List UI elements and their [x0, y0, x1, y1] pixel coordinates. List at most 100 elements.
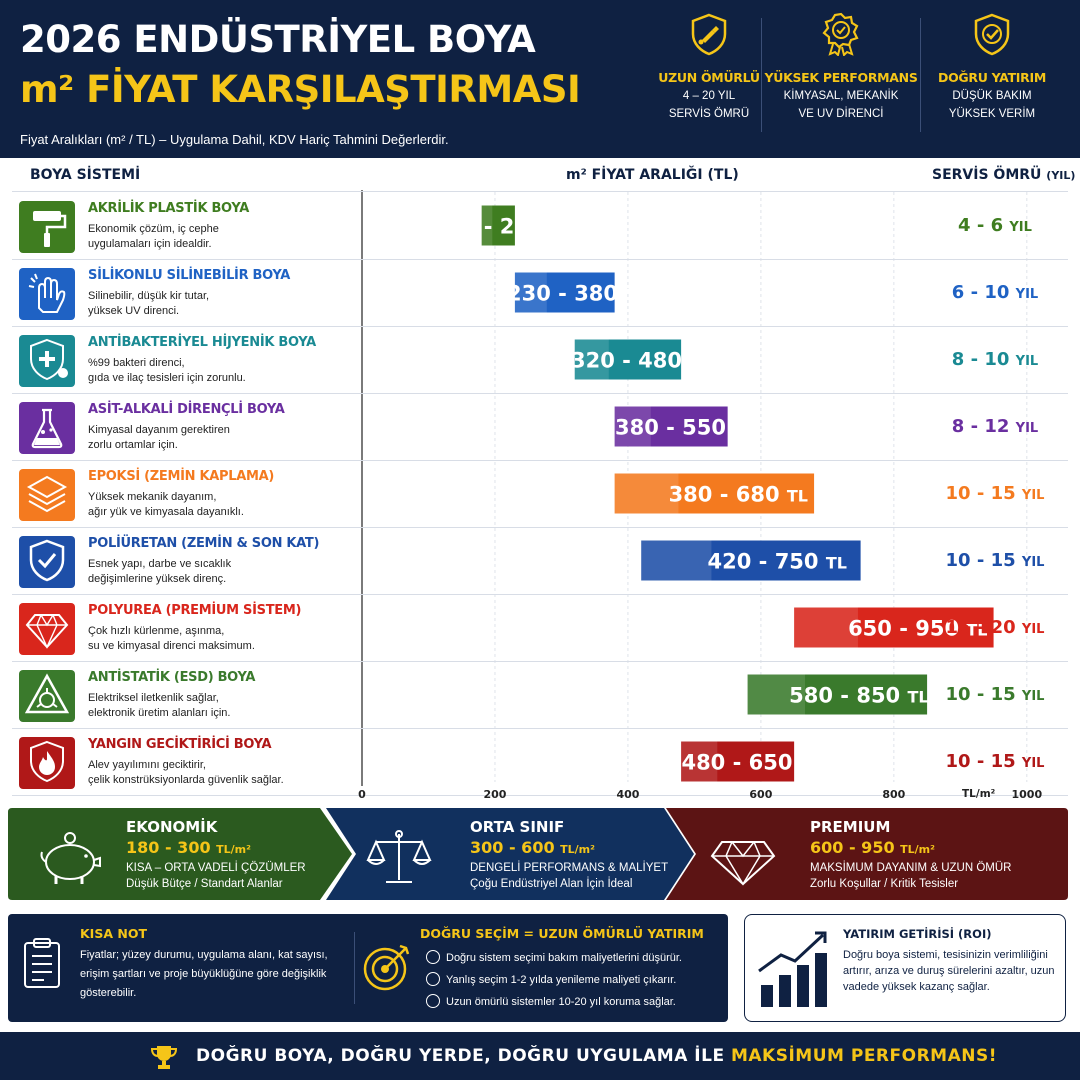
x-tick-label: 1000: [1011, 788, 1043, 801]
tier-name: ORTA SINIF: [470, 818, 565, 836]
wiping-hand-icon: [19, 268, 75, 320]
bar-shade: [681, 741, 718, 782]
service-life-unit: YIL: [1021, 622, 1045, 637]
row-separator: [12, 594, 1068, 595]
tier-name: PREMIUM: [810, 818, 891, 836]
paint-system-row: POLİÜRETAN (ZEMİN & SON KAT) Esnek yapı, …: [0, 528, 1080, 594]
paint-system-description: Silinebilir, düşük kir tutar, yüksek UV d…: [88, 289, 338, 319]
bar-fill: [574, 339, 682, 380]
page-subtitle: Fiyat Aralıkları (m² / TL) – Uygulama Da…: [20, 132, 449, 147]
description-line: Çok hızlı kürlenme, aşınma,: [88, 625, 225, 637]
clipboard-icon: [24, 938, 60, 988]
row-separator: [12, 393, 1068, 394]
service-life: 6 - 10 YIL: [935, 282, 1055, 303]
tier-line1: DENGELİ PERFORMANS & MALİYET: [470, 862, 669, 874]
service-life-value: 10 - 15: [945, 483, 1016, 504]
bar-fill: [614, 406, 728, 447]
shield-check-icon: [19, 536, 75, 588]
column-header-life-unit: (YIL): [1046, 169, 1076, 182]
row-icon-graphic: [25, 614, 69, 649]
tier-price-unit: TL/m²: [560, 843, 595, 856]
bar-label-value: 180 - 230: [433, 215, 551, 239]
shield-brush-icon: [691, 13, 727, 56]
column-header-life: SERVİS ÖMRÜ (YIL): [932, 167, 1075, 183]
price-range-bar: 650 - 950 TL: [794, 607, 994, 648]
choice-bullet: Doğru sistem seçimi bakım maliyetlerini …: [426, 950, 682, 964]
service-life: 8 - 12 YIL: [935, 416, 1055, 437]
bar-shade: [794, 607, 858, 648]
service-life: 10 - 15 YIL: [935, 550, 1055, 571]
bar-label-value: 420 - 750: [708, 550, 826, 574]
shield-check-icon: [974, 13, 1010, 56]
paint-system-name: ASİT-ALKALİ DİRENÇLİ BOYA: [88, 402, 285, 417]
choice-title: DOĞRU SEÇİM = UZUN ÖMÜRLÜ YATIRIM: [420, 926, 704, 941]
row-separator: [12, 795, 1068, 796]
row-separator: [12, 661, 1068, 662]
description-line: değişimlerine yüksek direnç.: [88, 573, 227, 585]
x-tick-label: 600: [749, 788, 773, 801]
paint-system-row: AKRİLİK PLASTİK BOYA Ekonomik çözüm, iç c…: [0, 193, 1080, 259]
award-badge-icon: [822, 12, 859, 56]
row-icon-graphic: [26, 475, 68, 513]
service-life-value: 8 - 12: [951, 416, 1010, 437]
price-range-bar: 230 - 380 TL: [507, 272, 646, 313]
service-life-value: 15 - 20: [945, 617, 1016, 638]
bar-label: 650 - 950 TL: [848, 617, 987, 641]
description-line: elektronik üretim alanları için.: [88, 707, 231, 719]
paint-system-name: EPOKSİ (ZEMİN KAPLAMA): [88, 469, 275, 484]
bar-label: 180 - 230 TL: [433, 215, 572, 239]
service-life-value: 4 - 6: [958, 215, 1004, 236]
description-line: Kimyasal dayanım gerektiren: [88, 424, 230, 436]
description-line: Yüksek mekanik dayanım,: [88, 491, 217, 503]
bar-label-value: 580 - 850: [789, 684, 907, 708]
paint-system-name: POLİÜRETAN (ZEMİN & SON KAT): [88, 536, 320, 551]
paint-system-name: POLYUREA (PREMİUM SİSTEM): [88, 603, 302, 618]
paint-system-row: ANTİSTATİK (ESD) BOYA Elektriksel iletken…: [0, 662, 1080, 728]
short-note-text: Fiyatlar; yüzey durumu, uygulama alanı, …: [80, 949, 328, 999]
row-icon-graphic: [31, 408, 63, 449]
tier-premium: PREMIUM 600 - 950 TL/m² MAKSİMUM DAYANIM…: [666, 808, 1070, 900]
footer-slogan-highlight: MAKSİMUM PERFORMANS!: [730, 1046, 997, 1066]
price-range-bar: 320 - 480 TL: [571, 339, 710, 380]
bar-shade: [481, 205, 493, 246]
price-range-bar: 420 - 750 TL: [641, 540, 861, 581]
x-axis-unit: TL/m²: [962, 788, 996, 800]
bar-fill: [681, 741, 795, 782]
shield-germ-icon: [19, 335, 75, 387]
feature-line: DÜŞÜK BAKIM: [952, 90, 1032, 102]
bar-label-unit: TL: [689, 353, 710, 372]
tier-background: [326, 808, 694, 900]
row-icon-graphic: [30, 338, 68, 381]
paint-system-name: YANGIN GECİKTİRİCİ BOYA: [88, 737, 272, 752]
feature-right-investment: DOĞRU YATIRIM DÜŞÜK BAKIM YÜKSEK VERİM: [914, 12, 1070, 132]
paint-system-description: Alev yayılımını geciktirir, çelik konstrü…: [88, 758, 338, 788]
feature-long-life: UZUN ÖMÜRLÜ 4 – 20 YIL SERVİS ÖMRÜ: [631, 12, 787, 132]
feature-performance: YÜKSEK PERFORMANS KİMYASAL, MEKANİK VE U…: [763, 12, 919, 132]
x-tick-label: 400: [616, 788, 640, 801]
bar-label: 320 - 480 TL: [571, 349, 710, 373]
choice-bullet-text: Doğru sistem seçimi bakım maliyetlerini …: [446, 952, 682, 964]
service-life-value: 8 - 10: [951, 349, 1010, 370]
footer-slogan: DOĞRU BOYA, DOĞRU YERDE, DOĞRU UYGULAMA …: [196, 1046, 997, 1066]
bar-shade: [614, 406, 651, 447]
row-separator: [12, 259, 1068, 260]
service-life: 10 - 15 YIL: [935, 751, 1055, 772]
roi-text: Doğru boya sistemi, tesisinizin verimlil…: [843, 949, 1055, 993]
growth-chart-icon: [758, 931, 827, 1007]
description-line: Elektriksel iletkenlik sağlar,: [88, 692, 219, 704]
tier-background: [666, 808, 1068, 900]
service-life-unit: YIL: [1021, 756, 1045, 771]
feature-line: YÜKSEK VERİM: [948, 108, 1036, 120]
paint-system-name: ANTİBAKTERİYEL HİJYENİK BOYA: [88, 335, 316, 350]
service-life-unit: YIL: [1021, 689, 1045, 704]
page-title: 2026 ENDÜSTRİYEL BOYA: [20, 18, 536, 61]
header: 2026 ENDÜSTRİYEL BOYA m² FİYAT KARŞILAŞT…: [0, 0, 1080, 158]
x-tick-label: 200: [483, 788, 507, 801]
description-line: Esnek yapı, darbe ve sıcaklık: [88, 558, 232, 570]
paint-system-row: EPOKSİ (ZEMİN KAPLAMA) Yüksek mekanik day…: [0, 461, 1080, 527]
service-life-value: 10 - 15: [945, 550, 1016, 571]
feature-line: KİMYASAL, MEKANİK: [783, 90, 899, 102]
bar-shade: [514, 272, 547, 313]
tier-line1: KISA – ORTA VADELİ ÇÖZÜMLER: [126, 862, 306, 874]
tier-price-value: 300 - 600: [470, 838, 555, 857]
